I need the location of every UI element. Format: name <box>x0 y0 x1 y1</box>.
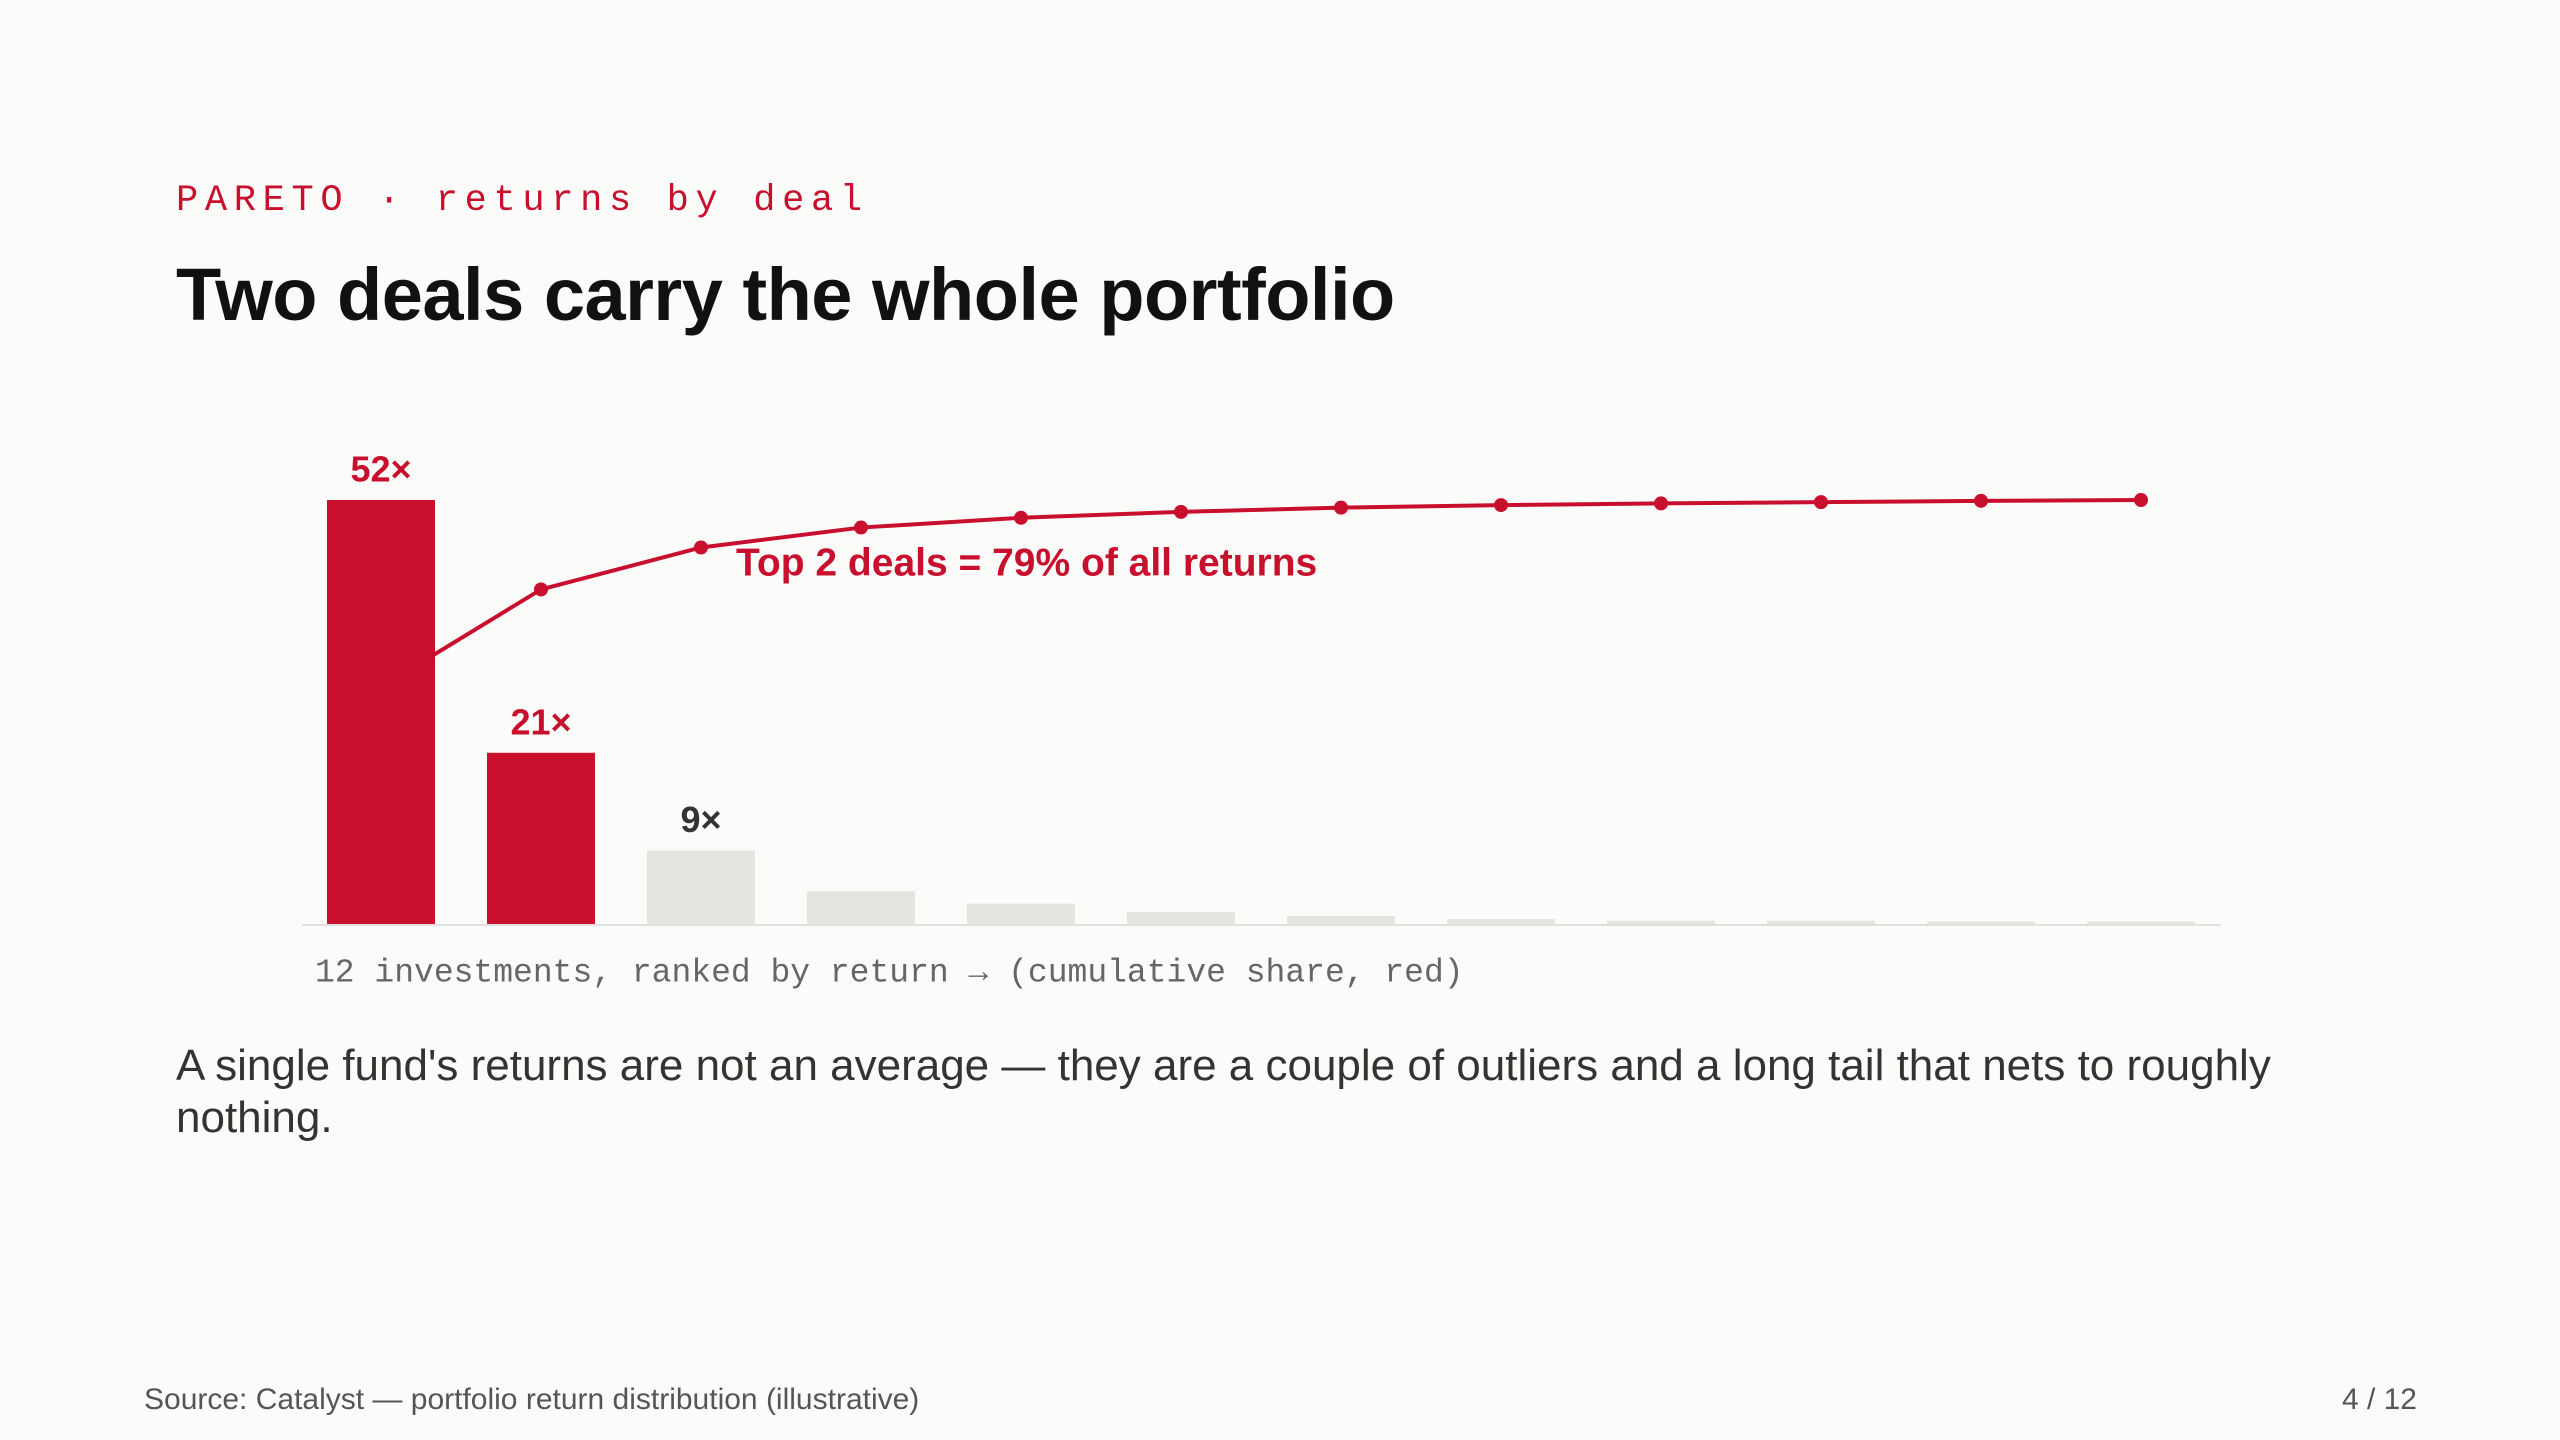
cumulative-dot <box>1974 493 1988 508</box>
x-axis-label: 12 investments, ranked by return → (cumu… <box>315 955 1464 992</box>
cumulative-dot <box>854 520 868 535</box>
bar <box>967 903 1075 924</box>
bar <box>1767 920 1875 924</box>
cumulative-dot <box>1814 495 1828 510</box>
body-text: A single fund's returns are not an avera… <box>176 1041 2271 1142</box>
cumulative-dot <box>2134 493 2148 507</box>
bar <box>327 500 435 924</box>
bar <box>1607 920 1715 924</box>
value-label: 9× <box>680 799 721 840</box>
bar <box>647 850 755 924</box>
cumulative-dot <box>1494 498 1508 513</box>
source: Source: Catalyst — portfolio return dist… <box>144 1383 920 1416</box>
eyebrow: PARETO · returns by deal <box>176 180 869 222</box>
cumulative-dot <box>1174 504 1188 519</box>
bar <box>1127 911 1235 924</box>
value-label: 21× <box>510 701 571 742</box>
annotation: Top 2 deals = 79% of all returns <box>736 541 1317 584</box>
cumulative-dot <box>694 540 708 555</box>
bar <box>807 891 915 924</box>
title: Two deals carry the whole portfolio <box>176 253 1395 336</box>
cumulative-dot <box>1654 496 1668 511</box>
bar <box>2087 921 2195 925</box>
cumulative-dot <box>1014 510 1028 525</box>
cumulative-line <box>379 498 2142 689</box>
bar <box>487 752 595 924</box>
page-number: 4 / 12 <box>2341 1383 2417 1416</box>
bar <box>1447 919 1555 924</box>
cumulative-dot <box>534 582 548 597</box>
value-label: 52× <box>350 449 411 490</box>
cumulative-dot <box>1334 500 1348 515</box>
bar <box>1287 915 1395 924</box>
bar <box>1927 921 2035 925</box>
